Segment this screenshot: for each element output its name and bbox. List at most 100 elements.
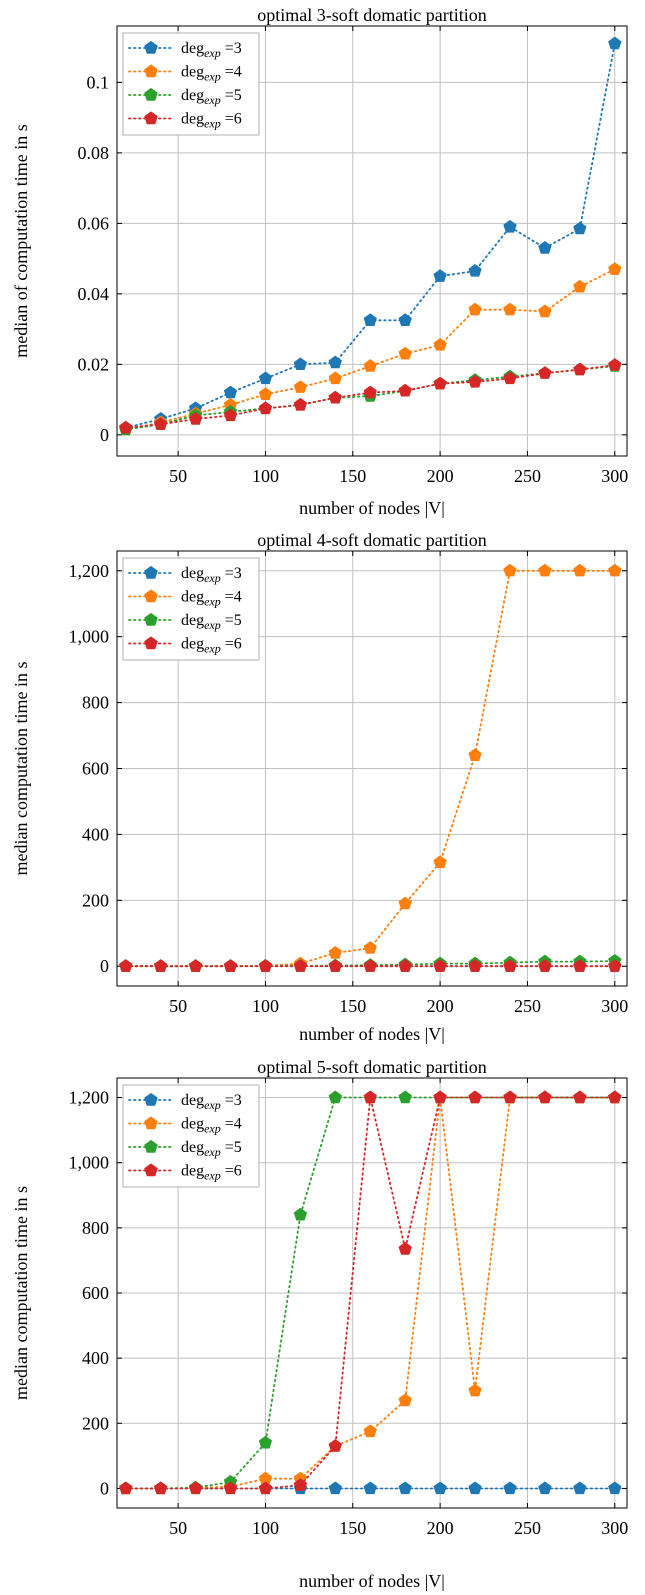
legend-label: degexp =6 [181, 111, 242, 131]
data-point [538, 959, 552, 972]
data-point [503, 1090, 517, 1104]
x-tick-label: 150 [339, 1518, 366, 1538]
y-tick-label: 0 [100, 956, 109, 976]
y-tick-label: 1,000 [69, 1153, 110, 1173]
x-tick-label: 50 [169, 466, 187, 486]
data-point [573, 279, 587, 293]
y-tick-label: 0.06 [78, 213, 110, 233]
data-point [608, 563, 622, 577]
data-point [433, 338, 447, 351]
data-point [398, 1393, 412, 1407]
data-point [433, 855, 447, 869]
grid-lines [117, 551, 627, 986]
data-point [363, 959, 377, 972]
series-deg-exp-6 [119, 1090, 622, 1495]
y-axis-label: median computation time in s [11, 1186, 31, 1400]
legend-label: degexp =5 [181, 612, 242, 632]
y-tick-label: 1,000 [69, 627, 110, 647]
y-tick-label: 200 [82, 1413, 109, 1433]
data-point [154, 417, 168, 430]
data-point [503, 371, 517, 385]
plot-frame [116, 25, 628, 457]
data-point [398, 313, 412, 327]
y-tick-label: 1,200 [69, 561, 110, 581]
x-tick-label: 50 [169, 996, 187, 1016]
y-tick-label: 0.02 [78, 354, 110, 374]
data-point [328, 959, 342, 972]
data-point [398, 896, 412, 910]
data-point [119, 1481, 133, 1495]
data-point [258, 959, 273, 972]
data-point [608, 1090, 622, 1104]
legend-item: degexp =3 [128, 1092, 242, 1112]
data-point [154, 959, 168, 972]
data-point [398, 1090, 412, 1104]
data-point [363, 1090, 377, 1104]
data-point [433, 1090, 447, 1104]
data-point [154, 1481, 168, 1495]
data-point [503, 563, 517, 577]
x-tick-label: 150 [339, 466, 366, 486]
legend-item: degexp =5 [128, 1139, 242, 1159]
data-point [468, 1481, 482, 1495]
y-tick-label: 400 [82, 824, 109, 844]
x-axis-label: number of nodes |V| [299, 1571, 445, 1591]
legend-item: degexp =6 [128, 111, 242, 131]
legend-label: degexp =4 [181, 589, 242, 609]
data-point [608, 36, 622, 50]
data-point [468, 264, 482, 277]
chart-title: optimal 5-soft domatic partition [257, 1057, 486, 1077]
data-point [468, 302, 482, 316]
legend-marker [144, 1092, 158, 1106]
data-point [538, 304, 552, 318]
data-point [433, 376, 447, 390]
legend: degexp =3 degexp =4 degexp =5 degexp =6 [122, 1084, 260, 1188]
data-point [188, 959, 203, 972]
data-point [293, 1478, 308, 1491]
data-point [468, 1383, 482, 1397]
series-deg-exp-6 [119, 358, 622, 434]
data-point [573, 362, 587, 376]
data-point [223, 1481, 238, 1495]
x-tick-label: 200 [427, 996, 454, 1016]
data-point [538, 563, 552, 577]
legend-marker [144, 1139, 158, 1153]
data-point [398, 383, 412, 397]
data-point [328, 371, 342, 385]
data-point [293, 397, 308, 411]
data-point [258, 1435, 273, 1449]
data-point [468, 959, 482, 972]
data-point [119, 420, 133, 434]
data-point [468, 1090, 482, 1104]
data-point [398, 1481, 412, 1495]
y-tick-label: 0.04 [78, 284, 110, 304]
data-point [328, 1439, 342, 1452]
y-tick-label: 200 [82, 890, 109, 910]
x-tick-label: 100 [252, 466, 279, 486]
data-point [223, 385, 238, 399]
x-tick-label: 250 [514, 996, 541, 1016]
data-point [573, 959, 587, 972]
data-point [363, 941, 377, 954]
data-point [608, 1481, 622, 1495]
data-point [328, 1090, 342, 1104]
data-point [433, 269, 447, 282]
x-tick-label: 200 [427, 1518, 454, 1538]
series-line [124, 1096, 616, 1490]
x-tick-label: 250 [514, 466, 541, 486]
y-axis-label: median of computation time in s [11, 124, 31, 357]
data-point [608, 959, 622, 972]
legend-item: degexp =3 [128, 40, 242, 60]
data-point [573, 563, 587, 577]
data-point [328, 390, 342, 404]
x-tick-label: 300 [601, 466, 628, 486]
legend-label: degexp =5 [181, 87, 242, 107]
data-point [398, 959, 412, 972]
data-point [328, 1481, 342, 1495]
data-point [293, 357, 308, 371]
y-tick-label: 1,200 [69, 1088, 110, 1108]
data-point [119, 959, 133, 972]
y-tick-label: 0.1 [87, 72, 110, 92]
legend-item: degexp =4 [128, 64, 242, 84]
